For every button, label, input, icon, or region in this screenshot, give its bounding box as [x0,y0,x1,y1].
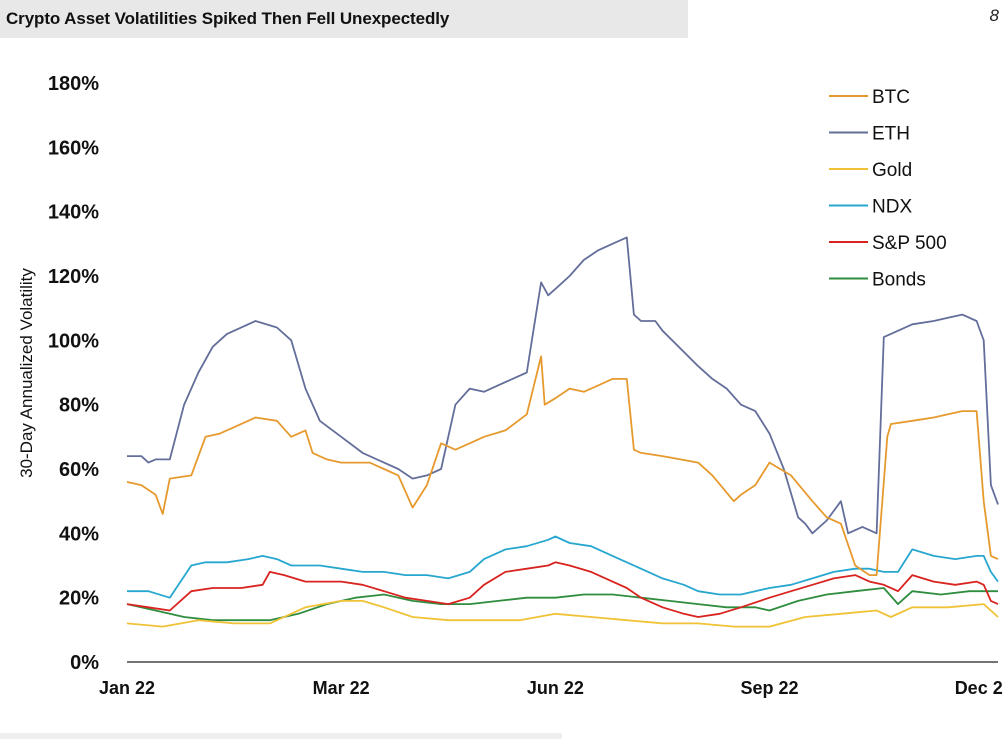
y-tick-label: 140% [48,202,99,224]
x-tick-label: Dec 22 [955,678,1003,698]
x-tick-label: Sep 22 [741,678,799,698]
series-line-s-p-500 [126,561,999,618]
y-tick-label: 60% [59,459,99,481]
legend-label: S&P 500 [872,233,947,254]
x-tick-label: Mar 22 [313,678,370,698]
legend-label: Gold [872,160,912,181]
y-tick-label: 40% [59,523,99,545]
y-tick-label: 160% [48,137,99,159]
title-bar: Crypto Asset Volatilities Spiked Then Fe… [0,0,688,38]
x-axis: Jan 22 Mar 22 Jun 22 Sep 22 Dec 22 [99,661,1003,698]
y-tick-label: 100% [48,330,99,352]
legend-label: NDX [872,197,912,218]
series-line-bonds [126,587,998,622]
legend-label: Bonds [872,270,926,291]
series-lines [126,236,999,628]
series-line-gold [126,600,999,628]
legend-label: BTC [872,87,910,108]
y-axis-label: 30-Day Annualized Volatility [17,268,36,478]
y-tick-label: 20% [59,588,99,610]
page-number: 8 [989,6,999,25]
chart-title: Crypto Asset Volatilities Spiked Then Fe… [6,9,450,28]
footer-bar [0,733,562,739]
series-line-eth [127,236,999,535]
y-tick-label: 80% [59,395,99,417]
y-tick-label: 180% [48,73,99,95]
x-tick-label: Jan 22 [99,678,155,698]
y-tick-label: 120% [48,266,99,288]
legend-label: ETH [872,124,910,145]
series-line-btc [126,355,999,576]
y-tick-label: 0% [70,652,99,674]
y-axis: 0% 20% 40% 60% 80% 100% 120% 140% 160% 180% [48,73,99,674]
x-tick-label: Jun 22 [527,678,584,698]
legend: BTC ETH Gold NDX S&P 500 Bonds [829,87,947,291]
series-line-ndx [127,535,999,599]
